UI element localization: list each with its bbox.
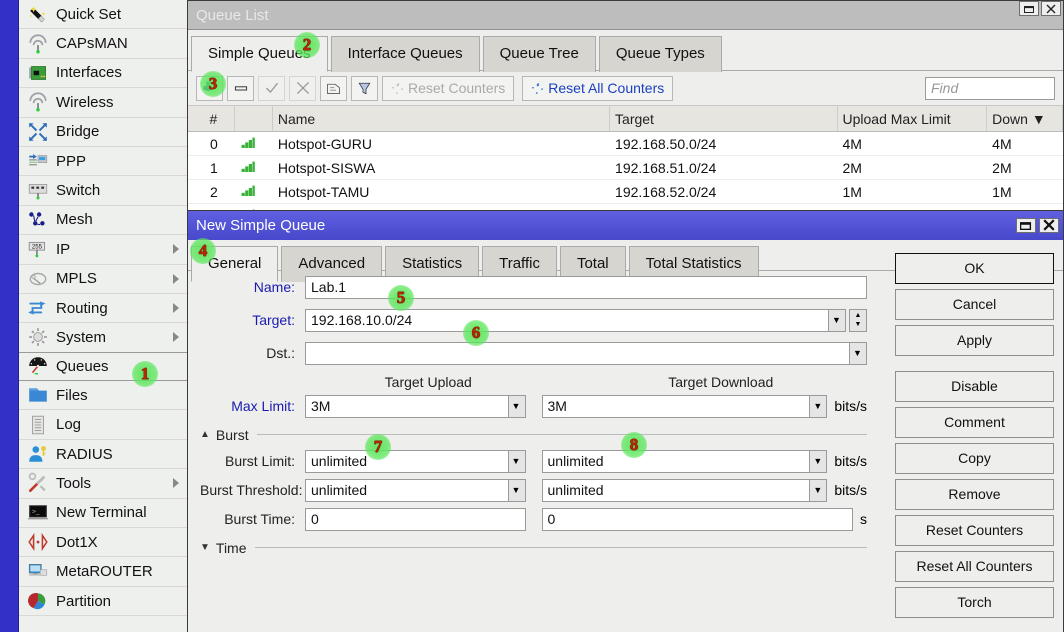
svg-text:255: 255: [32, 245, 43, 251]
svg-text:>_: >_: [32, 508, 40, 515]
